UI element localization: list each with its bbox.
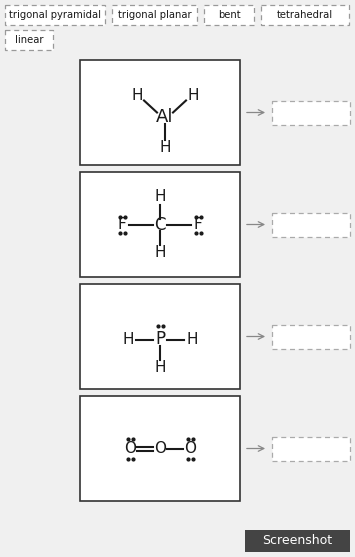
Text: H: H — [154, 245, 166, 260]
FancyBboxPatch shape — [272, 100, 350, 125]
FancyBboxPatch shape — [5, 5, 105, 25]
Text: F: F — [193, 217, 202, 232]
Text: H: H — [159, 140, 171, 155]
Text: H: H — [187, 88, 199, 103]
Text: O: O — [124, 441, 136, 456]
Text: H: H — [131, 88, 143, 103]
Text: linear: linear — [15, 35, 43, 45]
FancyBboxPatch shape — [272, 325, 350, 349]
Text: bent: bent — [218, 10, 240, 20]
Text: tetrahedral: tetrahedral — [277, 10, 333, 20]
FancyBboxPatch shape — [112, 5, 197, 25]
Text: H: H — [154, 360, 166, 375]
FancyBboxPatch shape — [80, 172, 240, 277]
Text: Screenshot: Screenshot — [262, 535, 333, 548]
FancyBboxPatch shape — [272, 213, 350, 237]
FancyBboxPatch shape — [80, 60, 240, 165]
FancyBboxPatch shape — [272, 437, 350, 461]
Text: O: O — [154, 441, 166, 456]
Text: P: P — [155, 330, 165, 349]
Text: trigonal pyramidal: trigonal pyramidal — [9, 10, 101, 20]
Text: H: H — [154, 189, 166, 204]
FancyBboxPatch shape — [80, 284, 240, 389]
Text: trigonal planar: trigonal planar — [118, 10, 191, 20]
FancyBboxPatch shape — [204, 5, 254, 25]
FancyBboxPatch shape — [245, 530, 350, 552]
Text: H: H — [186, 332, 198, 347]
Text: F: F — [118, 217, 126, 232]
Text: Al: Al — [156, 109, 174, 126]
FancyBboxPatch shape — [80, 396, 240, 501]
Text: C: C — [154, 216, 166, 233]
Text: O: O — [184, 441, 196, 456]
FancyBboxPatch shape — [5, 30, 53, 50]
FancyBboxPatch shape — [261, 5, 349, 25]
Text: H: H — [122, 332, 134, 347]
